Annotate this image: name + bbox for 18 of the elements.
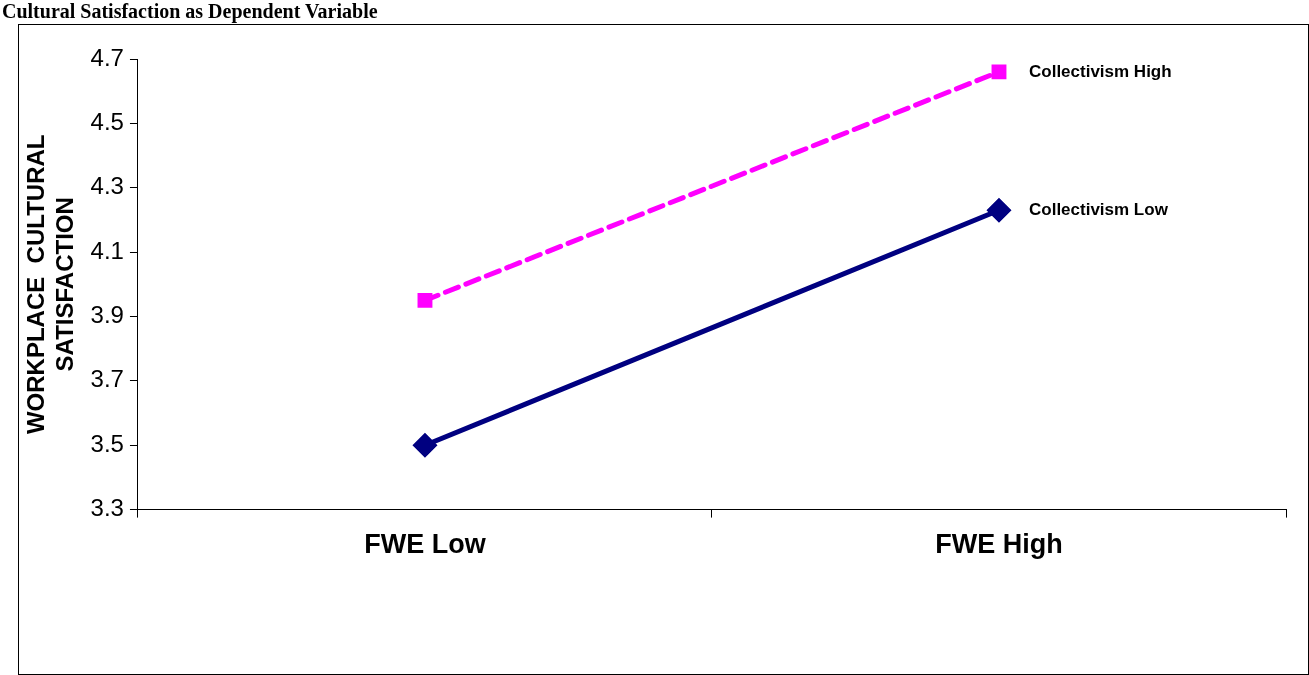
chart-title: Cultural Satisfaction as Dependent Variable [2, 0, 378, 23]
y-tick-label: 3.5 [90, 429, 124, 457]
point [413, 433, 437, 457]
y-tick-label: 3.3 [90, 494, 124, 522]
y-axis-title: WORKPLACE CULTURAL SATISFACTION [22, 134, 78, 435]
point [417, 292, 433, 308]
point [987, 198, 1011, 222]
y-tick-label: 4.1 [90, 236, 124, 264]
x-tick-label: FWE High [935, 529, 1063, 560]
x-tick-label: FWE Low [364, 529, 487, 560]
y-tick-label: 4.7 [90, 43, 124, 71]
y-tick-label: 3.7 [90, 365, 124, 393]
series-label: Collectivism Low [1028, 199, 1169, 219]
y-tick-label: 4.5 [90, 108, 124, 135]
y-tick-label: 3.9 [90, 301, 124, 329]
y-tick-label: 4.3 [90, 172, 124, 200]
series-label: Collectivism High [1028, 61, 1172, 81]
point [991, 64, 1007, 80]
